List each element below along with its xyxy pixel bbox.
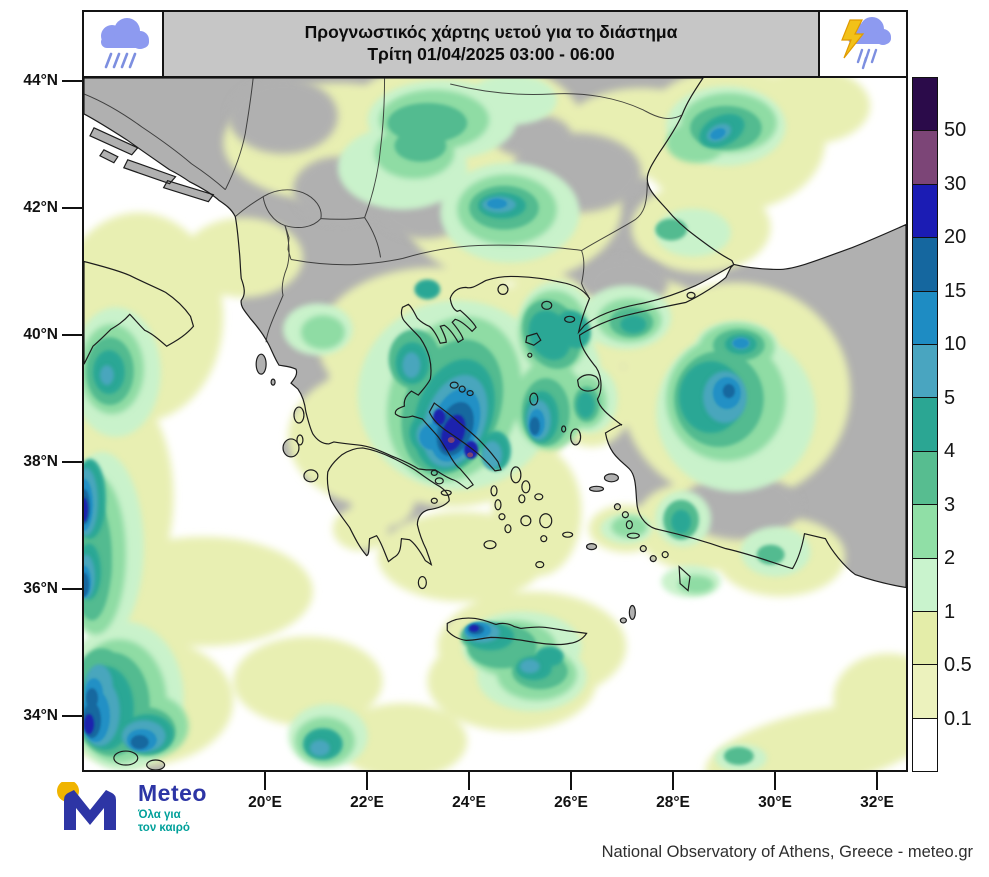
- lon-tick: [468, 772, 470, 790]
- lat-tick: [62, 334, 82, 336]
- legend-cell: [913, 131, 937, 185]
- legend-cell: [913, 238, 937, 292]
- map-frame: [82, 78, 908, 772]
- legend-label: 3: [944, 493, 956, 516]
- meteo-logo: Meteo Όλα για τον καιρό: [56, 782, 207, 835]
- lat-label: 42°N: [23, 199, 58, 216]
- precip-layer-30mm: [447, 436, 474, 458]
- lon-label: 20°E: [248, 794, 282, 811]
- legend-cell: [913, 558, 937, 612]
- logo-wordmark: Meteo: [138, 780, 207, 806]
- legend-label: 1: [944, 600, 956, 623]
- legend-cell: [913, 718, 937, 772]
- logo-tagline: Όλα για τον καιρό: [138, 809, 190, 835]
- lat-tick: [62, 207, 82, 209]
- lat-label: 36°N: [23, 580, 58, 597]
- legend-label: 30: [944, 172, 967, 195]
- lon-label: 28°E: [656, 794, 690, 811]
- lat-label: 38°N: [23, 453, 58, 470]
- legend-cell: [913, 611, 937, 666]
- lon-label: 30°E: [758, 794, 792, 811]
- title-line-1: Προγνωστικός χάρτης υετού για το διάστημ…: [304, 22, 678, 43]
- lon-label: 32°E: [860, 794, 894, 811]
- title-bar: Προγνωστικός χάρτης υετού για το διάστημ…: [82, 10, 908, 78]
- legend-cell: [913, 344, 937, 399]
- lat-tick: [62, 461, 82, 463]
- legend-label: 0.5: [944, 654, 972, 677]
- lon-tick: [876, 772, 878, 790]
- legend-label: 2: [944, 547, 956, 570]
- legend-label: 10: [944, 333, 967, 356]
- lon-tick: [570, 772, 572, 790]
- legend-label: 15: [944, 279, 967, 302]
- lon-tick: [264, 772, 266, 790]
- lat-tick: [62, 588, 82, 590]
- legend-cell: [913, 78, 937, 132]
- legend-cell: [913, 451, 937, 506]
- lon-label: 24°E: [452, 794, 486, 811]
- country-borders: [84, 78, 683, 343]
- map-title: Προγνωστικός χάρτης υετού για το διάστημ…: [164, 12, 818, 76]
- legend-cell: [913, 184, 937, 239]
- lon-tick: [366, 772, 368, 790]
- storm-cloud-icon: [818, 12, 906, 76]
- legend-label: 4: [944, 440, 956, 463]
- lat-tick: [62, 80, 82, 82]
- meteo-logo-icon: [57, 782, 116, 830]
- map-canvas: [84, 78, 906, 770]
- legend-label: 5: [944, 386, 956, 409]
- legend-cell: [913, 505, 937, 559]
- precip-dry-gaps: [228, 78, 801, 540]
- legend-cell: [913, 398, 937, 452]
- rain-cloud-icon: [84, 12, 164, 76]
- lat-label: 44°N: [23, 72, 58, 89]
- lon-label: 26°E: [554, 794, 588, 811]
- legend-cell: [913, 665, 937, 719]
- attribution-text: National Observatory of Athens, Greece -…: [601, 843, 973, 861]
- lat-label: 40°N: [23, 326, 58, 343]
- lon-tick: [672, 772, 674, 790]
- legend-label: 20: [944, 226, 967, 249]
- legend-color-bar: [912, 77, 938, 772]
- lon-label: 22°E: [350, 794, 384, 811]
- lat-label: 34°N: [23, 707, 58, 724]
- title-line-2: Τρίτη 01/04/2025 03:00 - 06:00: [367, 44, 615, 64]
- legend-label: 50: [944, 119, 967, 142]
- legend-label: 0.1: [944, 707, 972, 730]
- lon-tick: [774, 772, 776, 790]
- lat-tick: [62, 715, 82, 717]
- legend-cell: [913, 291, 937, 345]
